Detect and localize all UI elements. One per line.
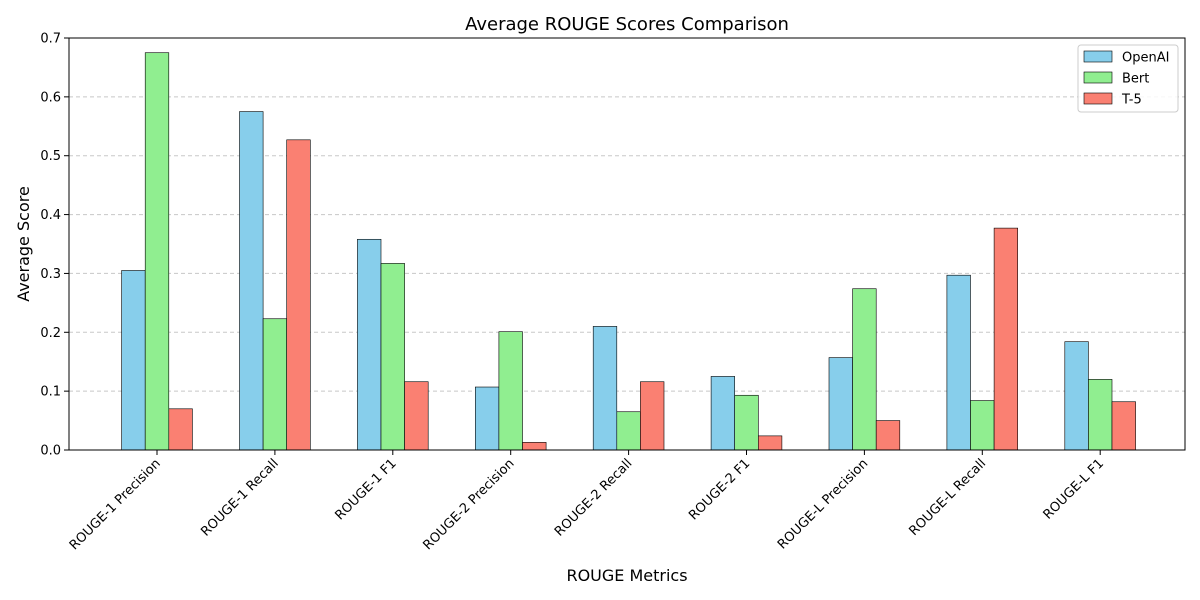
legend-swatch bbox=[1083, 71, 1113, 84]
legend-swatch bbox=[1083, 50, 1113, 63]
bar-bert bbox=[734, 394, 759, 451]
x-axis-label: ROUGE Metrics bbox=[566, 566, 687, 585]
bar-openai bbox=[946, 274, 971, 451]
bar-bert bbox=[262, 318, 288, 451]
plot-frame bbox=[68, 37, 1186, 451]
bar-openai bbox=[828, 357, 853, 451]
y-tick-label: 0.1 bbox=[40, 385, 61, 400]
bar-openai bbox=[592, 326, 618, 451]
legend-label: Bert bbox=[1122, 72, 1149, 87]
y-axis: 0.0 0.1 0.2 0.3 0.4 0.5 0.6 0.7 bbox=[40, 32, 69, 459]
bars bbox=[121, 52, 1136, 451]
bar-bert bbox=[380, 263, 405, 451]
bar-bert bbox=[616, 411, 641, 451]
legend: OpenAI Bert T-5 bbox=[1077, 44, 1179, 113]
bar-t-5 bbox=[640, 381, 665, 451]
y-tick-label: 0.7 bbox=[40, 32, 61, 47]
bar-openai bbox=[239, 111, 264, 451]
bar-bert bbox=[852, 288, 877, 451]
y-tick-label: 0.2 bbox=[40, 326, 61, 341]
y-tick-label: 0.3 bbox=[40, 267, 61, 282]
bar-t-5 bbox=[757, 435, 783, 451]
bar-openai bbox=[474, 386, 500, 451]
bar-openai bbox=[121, 270, 146, 451]
y-tick-label: 0.4 bbox=[40, 208, 61, 223]
bar-openai bbox=[1064, 341, 1089, 451]
bar-openai bbox=[710, 376, 735, 451]
bar-t-5 bbox=[522, 442, 547, 451]
legend-swatch bbox=[1083, 92, 1113, 105]
bar-bert bbox=[498, 331, 523, 451]
chart-title: Average ROUGE Scores Comparison bbox=[465, 14, 789, 35]
legend-label: OpenAI bbox=[1122, 51, 1169, 66]
y-tick-label: 0.6 bbox=[40, 90, 61, 105]
bar-bert bbox=[144, 52, 170, 451]
bar-t-5 bbox=[993, 227, 1018, 451]
bar-bert bbox=[1088, 379, 1113, 451]
bar-t-5 bbox=[286, 139, 311, 451]
bar-t-5 bbox=[404, 381, 429, 451]
y-axis-label: Average Score bbox=[14, 186, 33, 302]
bar-openai bbox=[357, 238, 382, 451]
bar-t-5 bbox=[875, 420, 901, 451]
bar-bert bbox=[970, 400, 995, 451]
bar-t-5 bbox=[1111, 401, 1136, 451]
y-tick-label: 0.0 bbox=[40, 444, 61, 459]
bar-t-5 bbox=[168, 408, 193, 451]
legend-label: T-5 bbox=[1121, 93, 1142, 108]
y-tick-label: 0.5 bbox=[40, 149, 61, 164]
